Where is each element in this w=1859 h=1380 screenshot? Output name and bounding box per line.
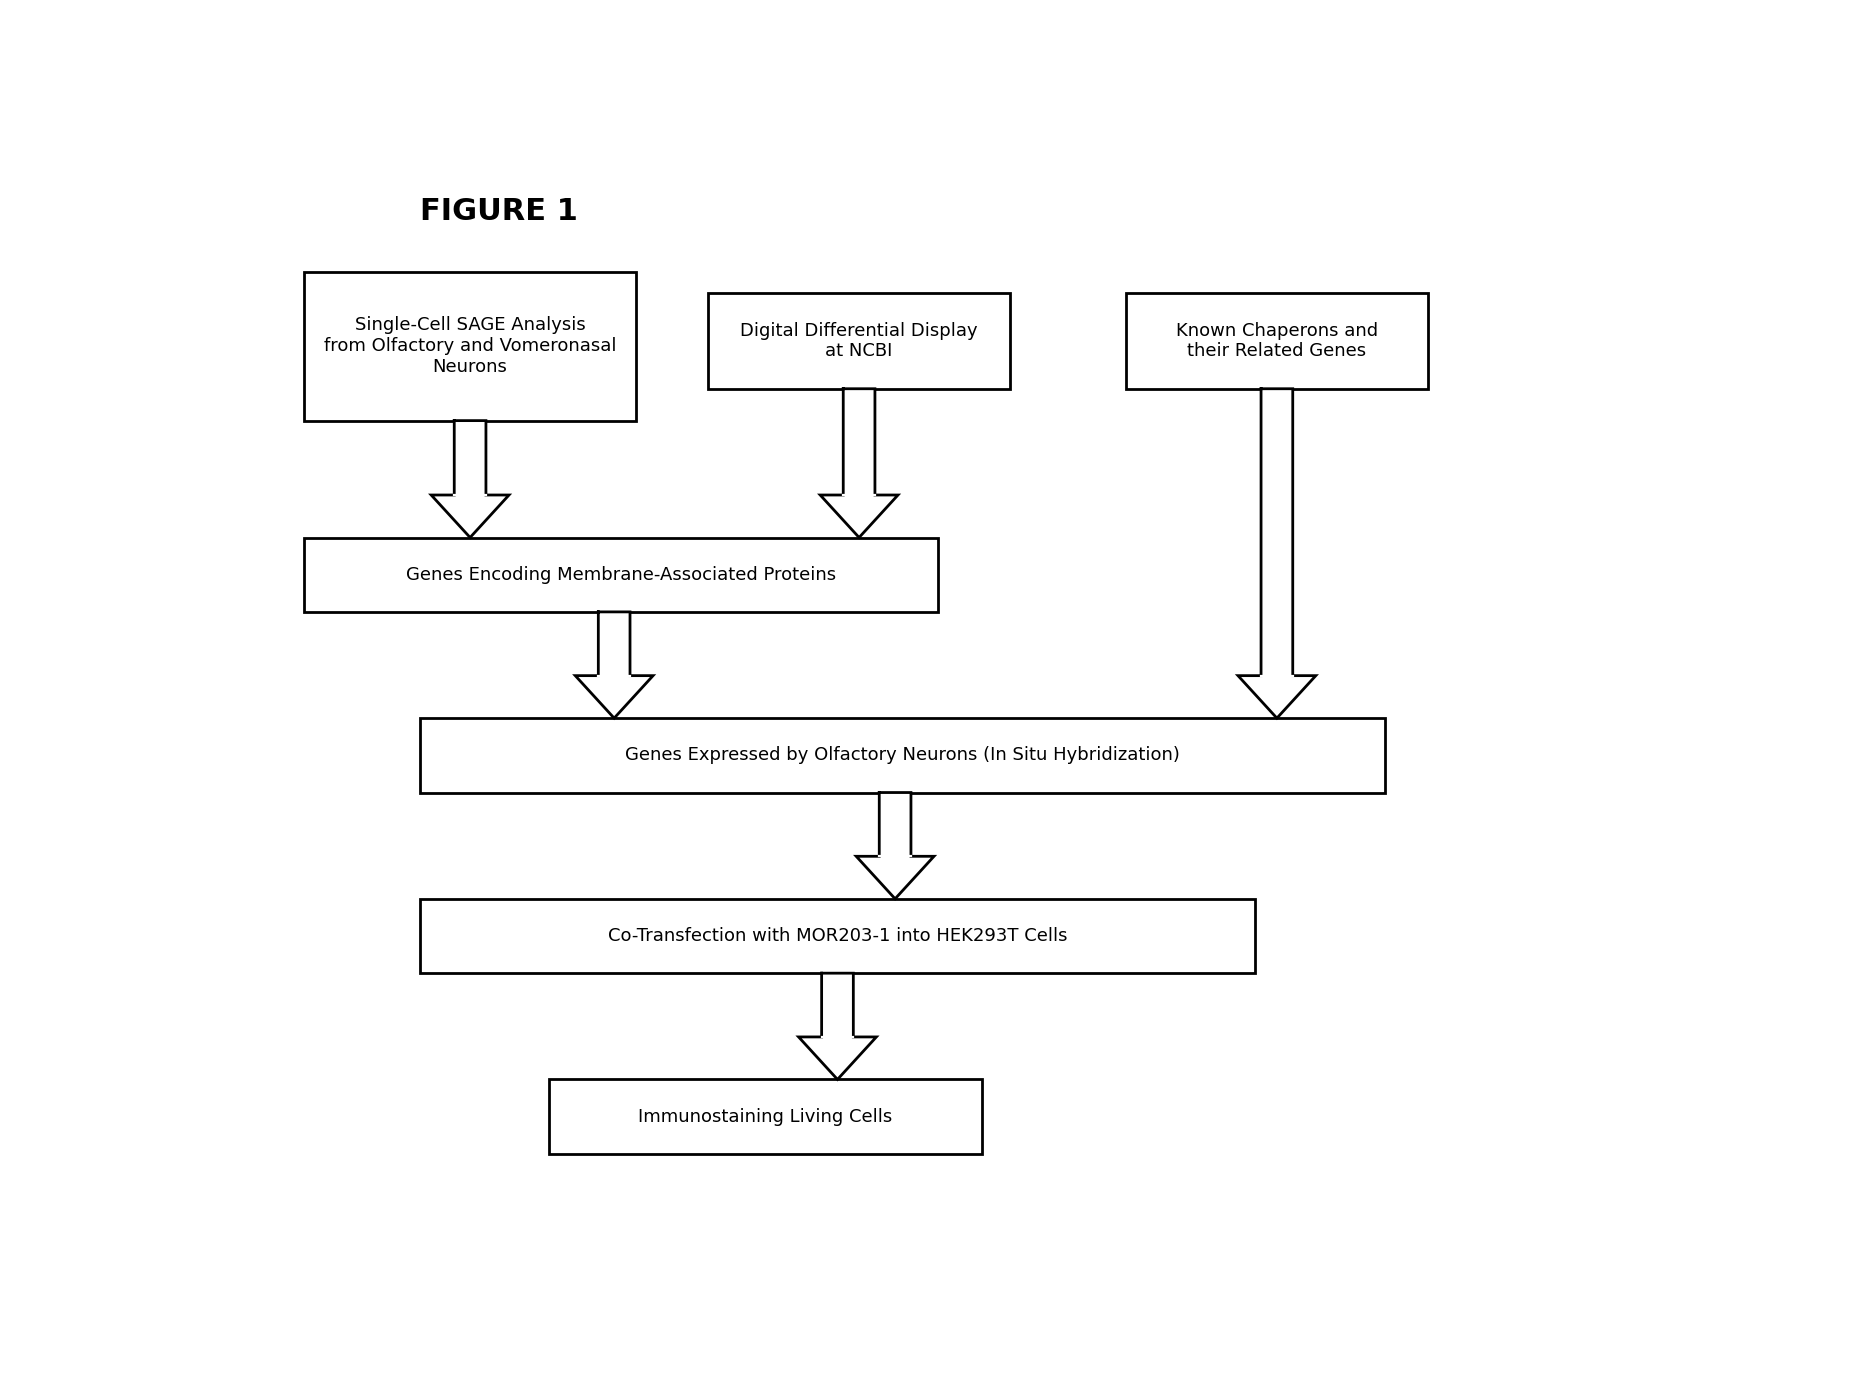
Text: Single-Cell SAGE Analysis
from Olfactory and Vomeronasal
Neurons: Single-Cell SAGE Analysis from Olfactory… — [323, 316, 617, 375]
Text: Known Chaperons and
their Related Genes: Known Chaperons and their Related Genes — [1177, 322, 1378, 360]
Polygon shape — [799, 973, 876, 1079]
FancyBboxPatch shape — [1127, 293, 1428, 389]
Text: Genes Encoding Membrane-Associated Proteins: Genes Encoding Membrane-Associated Prote… — [407, 566, 837, 584]
Text: Immunostaining Living Cells: Immunostaining Living Cells — [638, 1108, 892, 1126]
Polygon shape — [431, 421, 509, 537]
FancyBboxPatch shape — [708, 293, 1011, 389]
Polygon shape — [857, 792, 933, 898]
Polygon shape — [1238, 389, 1316, 718]
FancyBboxPatch shape — [550, 1079, 982, 1154]
FancyBboxPatch shape — [420, 718, 1385, 792]
Text: FIGURE 1: FIGURE 1 — [420, 197, 578, 226]
FancyBboxPatch shape — [305, 538, 939, 611]
FancyBboxPatch shape — [420, 898, 1255, 973]
Text: Co-Transfection with MOR203-1 into HEK293T Cells: Co-Transfection with MOR203-1 into HEK29… — [608, 927, 1067, 945]
FancyBboxPatch shape — [305, 272, 636, 421]
Polygon shape — [820, 389, 898, 537]
Text: Digital Differential Display
at NCBI: Digital Differential Display at NCBI — [740, 322, 978, 360]
Polygon shape — [574, 611, 653, 718]
Text: Genes Expressed by Olfactory Neurons (In Situ Hybridization): Genes Expressed by Olfactory Neurons (In… — [625, 747, 1180, 765]
